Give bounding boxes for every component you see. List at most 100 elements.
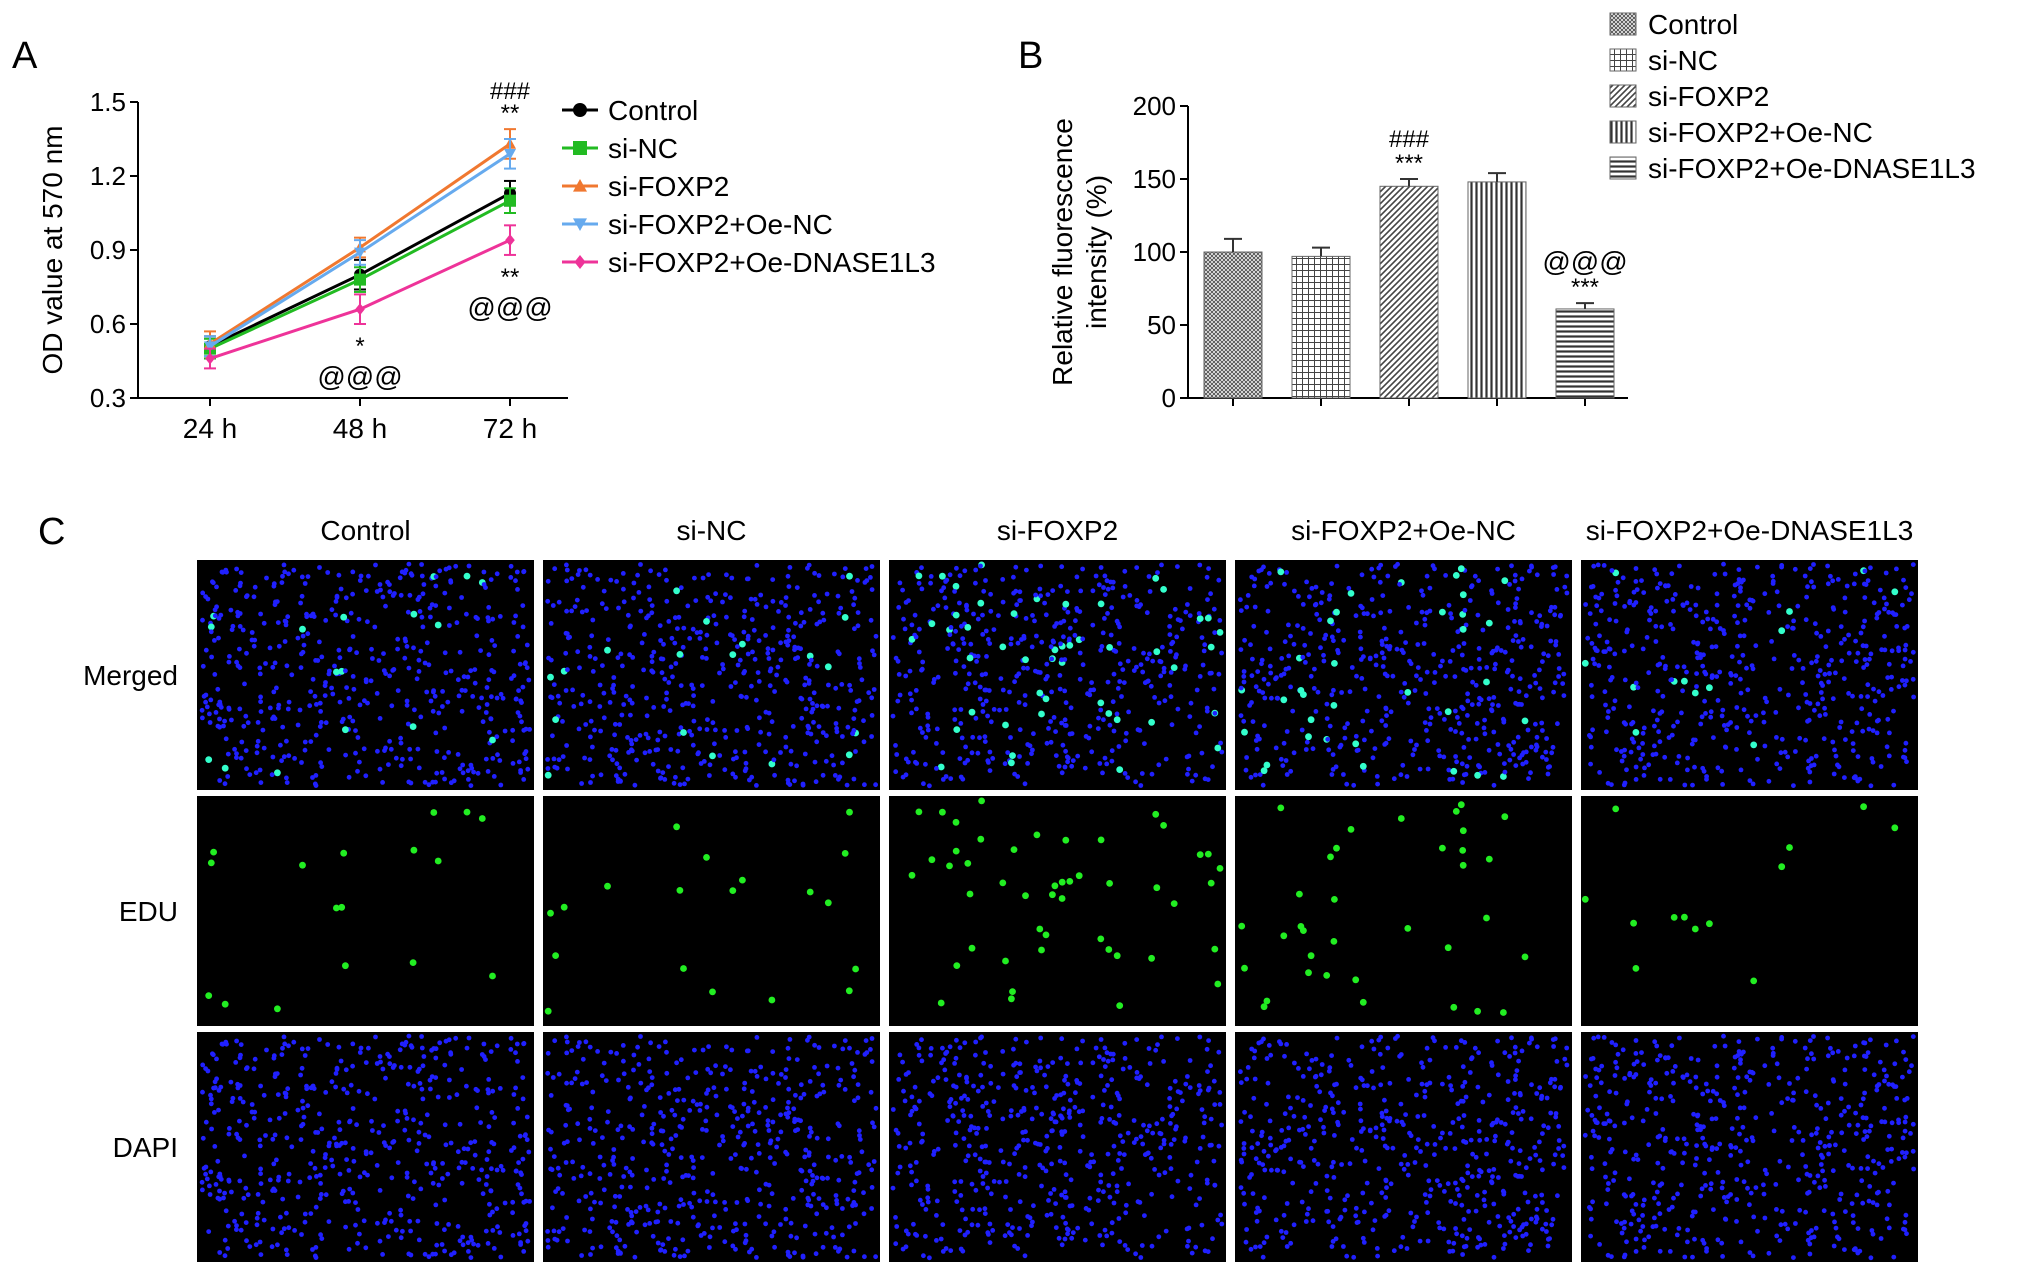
dapi-nucleus [972, 653, 977, 659]
dapi-nucleus [1187, 1186, 1193, 1191]
dapi-nucleus [1104, 1050, 1110, 1056]
dapi-nucleus [1459, 1233, 1465, 1239]
dapi-nucleus [308, 1161, 313, 1166]
dapi-nucleus [500, 695, 506, 701]
dapi-nucleus [1109, 1220, 1115, 1226]
dapi-nucleus [1812, 707, 1817, 713]
dapi-nucleus [494, 571, 500, 577]
dapi-nucleus [681, 1202, 686, 1207]
dapi-nucleus [742, 669, 747, 674]
dapi-nucleus [1884, 744, 1890, 750]
dapi-nucleus [1680, 603, 1686, 608]
dapi-nucleus [1140, 669, 1146, 675]
dapi-nucleus [489, 1140, 495, 1145]
dapi-nucleus [1134, 1070, 1140, 1075]
dapi-nucleus [1776, 603, 1782, 609]
dapi-nucleus [1102, 592, 1108, 597]
edu-nucleus [434, 857, 442, 865]
dapi-nucleus [1511, 739, 1517, 745]
dapi-nucleus [855, 1050, 860, 1055]
dapi-nucleus [799, 1187, 805, 1193]
edu-nucleus [1891, 588, 1899, 596]
dapi-nucleus [1498, 1120, 1504, 1125]
dapi-nucleus [1087, 1195, 1093, 1201]
dapi-nucleus [488, 577, 494, 582]
dapi-nucleus [205, 596, 211, 602]
dapi-nucleus [807, 1168, 813, 1174]
dapi-nucleus [301, 1114, 307, 1120]
dapi-nucleus [783, 1075, 788, 1080]
dapi-nucleus [270, 664, 276, 670]
a-x-tick-label: 24 h [183, 413, 238, 444]
dapi-nucleus [959, 623, 964, 629]
dapi-nucleus [873, 782, 878, 788]
dapi-nucleus [788, 761, 794, 767]
dapi-nucleus [508, 1047, 514, 1052]
dapi-nucleus [1842, 775, 1847, 780]
dapi-nucleus [914, 1042, 920, 1047]
dapi-nucleus [563, 688, 569, 693]
dapi-nucleus [339, 1140, 345, 1146]
dapi-nucleus [516, 1231, 522, 1237]
dapi-nucleus [807, 607, 813, 612]
edu-nucleus [1097, 600, 1105, 608]
dapi-nucleus [513, 1050, 518, 1056]
dapi-nucleus [397, 575, 403, 581]
dapi-nucleus [1080, 566, 1085, 572]
dapi-nucleus [420, 624, 426, 630]
dapi-nucleus [1695, 640, 1701, 646]
b-legend-swatch [1609, 156, 1637, 180]
dapi-nucleus [917, 626, 922, 632]
dapi-nucleus [996, 613, 1001, 618]
dapi-nucleus [588, 734, 593, 740]
dapi-nucleus [1831, 606, 1837, 612]
dapi-nucleus [1809, 579, 1814, 585]
dapi-nucleus [714, 640, 720, 646]
dapi-nucleus [200, 1187, 205, 1193]
a-y-tick-label: 0.6 [90, 309, 126, 339]
dapi-nucleus [1452, 674, 1458, 679]
dapi-nucleus [722, 1239, 728, 1245]
dapi-nucleus [284, 1210, 289, 1216]
dapi-nucleus [625, 612, 631, 618]
dapi-nucleus [1383, 636, 1389, 642]
dapi-nucleus [363, 588, 369, 593]
dapi-nucleus [1062, 1236, 1068, 1242]
dapi-nucleus [975, 750, 981, 756]
dapi-nucleus [1622, 780, 1628, 786]
a-y-tick-label: 0.9 [90, 235, 126, 265]
dapi-nucleus [326, 747, 332, 752]
dapi-nucleus [766, 1128, 772, 1133]
dapi-nucleus [847, 1045, 852, 1051]
dapi-nucleus [1188, 1172, 1194, 1178]
dapi-nucleus [336, 1044, 342, 1050]
dapi-nucleus [1460, 1098, 1466, 1104]
dapi-nucleus [798, 1095, 804, 1101]
dapi-nucleus [1738, 690, 1744, 696]
dapi-nucleus [914, 761, 920, 766]
dapi-nucleus [590, 773, 595, 779]
dapi-nucleus [353, 1200, 358, 1205]
dapi-nucleus [855, 610, 861, 615]
dapi-nucleus [842, 1087, 848, 1092]
dapi-nucleus [304, 614, 310, 620]
dapi-nucleus [1322, 1108, 1327, 1113]
dapi-nucleus [570, 1159, 575, 1165]
dapi-nucleus [806, 725, 812, 731]
dapi-nucleus [489, 638, 495, 643]
edu-nucleus [1008, 759, 1015, 767]
dapi-nucleus [1855, 650, 1861, 656]
dapi-nucleus [1370, 755, 1376, 761]
dapi-nucleus [829, 1225, 835, 1231]
dapi-nucleus [655, 737, 661, 743]
dapi-nucleus [295, 635, 301, 641]
dapi-nucleus [282, 569, 288, 575]
dapi-nucleus [358, 573, 364, 579]
dapi-nucleus [1241, 669, 1247, 674]
dapi-nucleus [669, 1107, 675, 1113]
dapi-nucleus [1125, 658, 1131, 664]
dapi-nucleus [1134, 598, 1140, 603]
dapi-nucleus [269, 772, 275, 778]
dapi-nucleus [663, 1039, 668, 1045]
dapi-nucleus [783, 1206, 789, 1212]
